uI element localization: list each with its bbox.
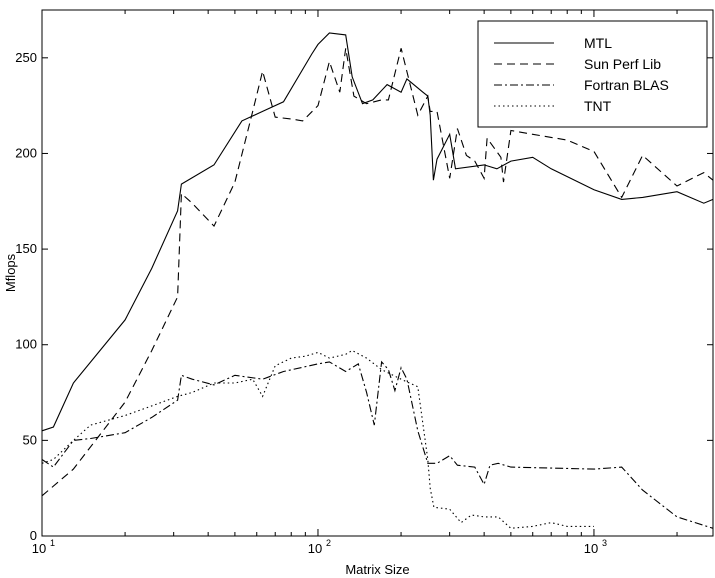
legend-label: Fortran BLAS	[584, 77, 669, 93]
series-layer	[41, 32, 714, 529]
legend-label: Sun Perf Lib	[584, 56, 661, 72]
y-tick-label: 0	[30, 528, 37, 543]
y-axis-title: Mflops	[3, 253, 18, 292]
x-tick-exponent: 3	[602, 538, 607, 548]
series-line-0	[41, 32, 714, 432]
x-tick-label: 10	[32, 541, 46, 556]
ticks-layer: 0 50 100 150 200 250 10 1 10 2 10 3	[15, 10, 713, 556]
x-tick-exponent: 2	[326, 538, 331, 548]
legend-label: TNT	[584, 98, 612, 114]
legend-box	[477, 20, 708, 128]
y-tick-label: 50	[23, 432, 37, 447]
y-tick-label: 200	[15, 145, 37, 160]
series-line-2	[41, 360, 714, 529]
legend-label: MTL	[584, 35, 612, 51]
x-tick-label: 10	[308, 541, 322, 556]
legend: MTL Sun Perf Lib Fortran BLAS TNT	[477, 20, 708, 128]
y-tick-label: 100	[15, 337, 37, 352]
x-tick-exponent: 1	[50, 538, 55, 548]
x-tick-label: 10	[584, 541, 598, 556]
series-line-1	[41, 48, 714, 497]
y-tick-label: 150	[15, 241, 37, 256]
plot-frame	[41, 9, 714, 537]
x-axis-title: Matrix Size	[345, 562, 409, 577]
y-tick-label: 250	[15, 50, 37, 65]
series-line-3	[41, 349, 594, 529]
